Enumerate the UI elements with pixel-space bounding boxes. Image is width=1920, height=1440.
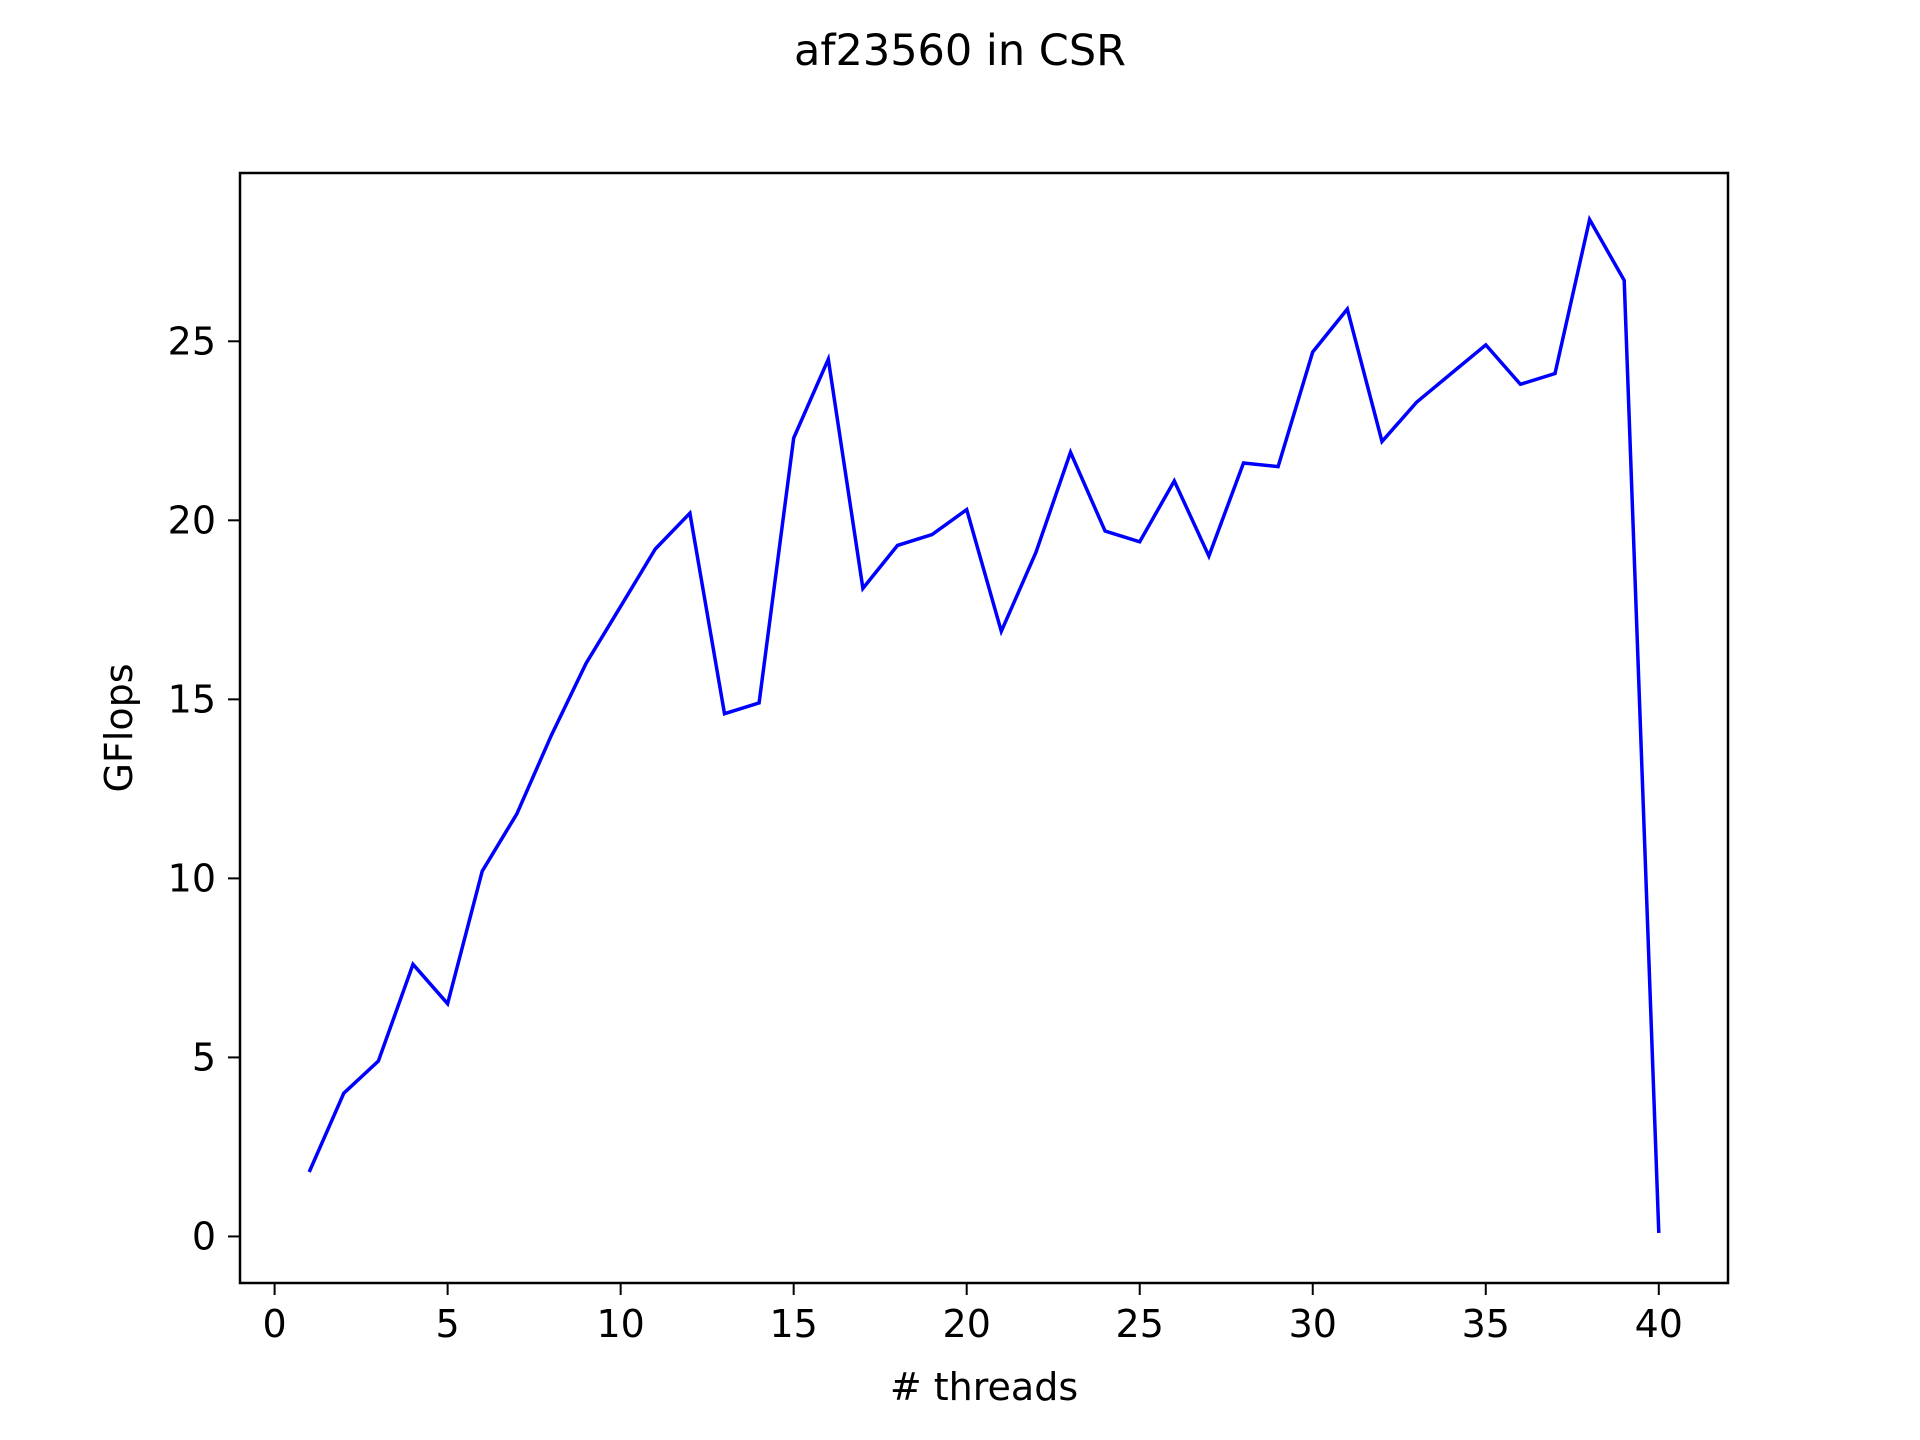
y-tick-label: 20 <box>168 498 216 542</box>
x-tick-label: 10 <box>596 1302 644 1346</box>
series-line <box>307 214 1661 1233</box>
x-axis: 0 5 10 15 20 25 30 35 40 <box>263 1283 1683 1346</box>
x-tick-label: 35 <box>1462 1302 1510 1346</box>
y-tick-label: 10 <box>168 856 216 900</box>
x-tick-label: 0 <box>263 1302 287 1346</box>
y-tick-label: 15 <box>168 677 216 721</box>
plot-area <box>238 171 1730 1285</box>
y-axis: 0 5 10 15 20 25 <box>168 319 240 1258</box>
y-axis-label: GFlops <box>97 663 141 792</box>
x-tick-label: 20 <box>943 1302 991 1346</box>
x-tick-label: 25 <box>1116 1302 1164 1346</box>
y-tick-label: 0 <box>192 1214 216 1258</box>
chart-title: af23560 in CSR <box>794 26 1126 76</box>
series-layer <box>307 214 1661 1233</box>
y-tick-label: 25 <box>168 319 216 363</box>
plot-frame <box>238 171 1730 1285</box>
x-tick-label: 30 <box>1289 1302 1337 1346</box>
x-axis-label: # threads <box>890 1365 1078 1409</box>
x-tick-label: 5 <box>436 1302 460 1346</box>
y-tick-label: 5 <box>192 1035 216 1079</box>
x-tick-label: 40 <box>1635 1302 1683 1346</box>
x-tick-label: 15 <box>769 1302 817 1346</box>
